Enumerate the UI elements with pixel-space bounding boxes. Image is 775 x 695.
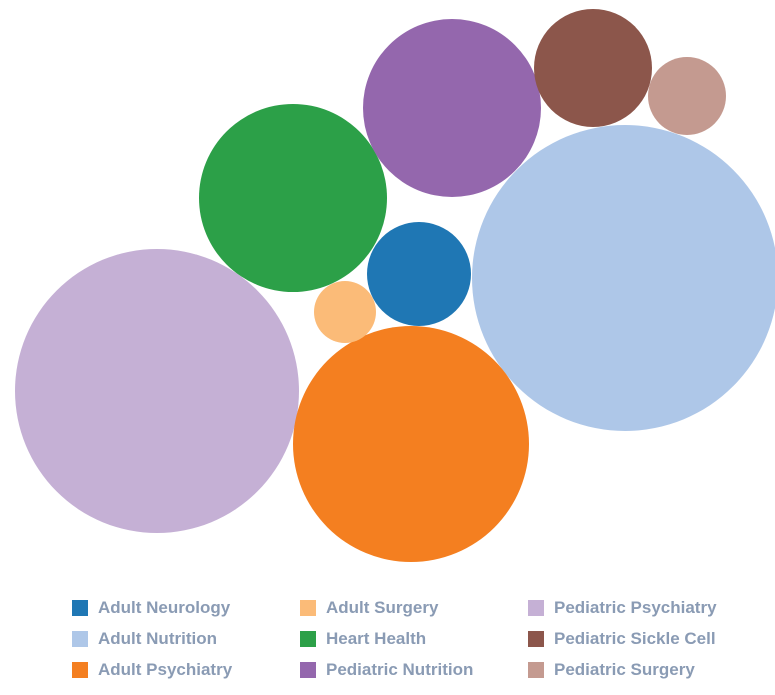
bubble-adult-psychiatry — [293, 326, 529, 562]
legend-label: Pediatric Surgery — [554, 659, 695, 679]
legend-label: Adult Nutrition — [98, 628, 217, 648]
legend-item-adult-psychiatry[interactable]: Adult Psychiatry — [72, 654, 300, 685]
bubble-adult-nutrition — [472, 125, 775, 431]
legend-item-pediatric-psychiatry[interactable]: Pediatric Psychiatry — [528, 592, 756, 623]
legend-item-pediatric-surgery[interactable]: Pediatric Surgery — [528, 654, 756, 685]
bubble-chart — [15, 9, 775, 562]
legend-item-adult-nutrition[interactable]: Adult Nutrition — [72, 623, 300, 654]
bubble-pediatric-psychiatry — [15, 249, 299, 533]
bubble-adult-surgery — [314, 281, 376, 343]
legend-label: Adult Psychiatry — [98, 659, 233, 679]
legend-label: Adult Neurology — [98, 597, 231, 617]
legend-swatch — [72, 599, 88, 616]
legend-label: Pediatric Nutrition — [326, 659, 474, 679]
legend-swatch — [300, 599, 316, 616]
legend-swatch — [300, 661, 316, 678]
legend-swatch — [300, 630, 316, 647]
legend-item-heart-health[interactable]: Heart Health — [300, 623, 528, 654]
legend: Adult Neurology Adult Surgery Pediatric … — [72, 592, 772, 685]
legend-item-pediatric-sickle-cell[interactable]: Pediatric Sickle Cell — [528, 623, 756, 654]
legend-swatch — [528, 661, 544, 678]
legend-swatch — [528, 599, 544, 616]
legend-label: Pediatric Psychiatry — [554, 597, 717, 617]
legend-item-adult-surgery[interactable]: Adult Surgery — [300, 592, 528, 623]
legend-label: Heart Health — [326, 628, 427, 648]
legend-item-pediatric-nutrition[interactable]: Pediatric Nutrition — [300, 654, 528, 685]
legend-label: Adult Surgery — [326, 597, 439, 617]
bubble-heart-health — [199, 104, 387, 292]
legend-swatch — [72, 661, 88, 678]
bubble-pediatric-nutrition — [363, 19, 541, 197]
legend-swatch — [72, 630, 88, 647]
bubble-adult-neurology — [367, 222, 471, 326]
bubble-pediatric-surgery — [648, 57, 726, 135]
legend-swatch — [528, 630, 544, 647]
legend-item-adult-neurology[interactable]: Adult Neurology — [72, 592, 300, 623]
legend-label: Pediatric Sickle Cell — [554, 628, 716, 648]
bubble-pediatric-sickle-cell — [534, 9, 652, 127]
